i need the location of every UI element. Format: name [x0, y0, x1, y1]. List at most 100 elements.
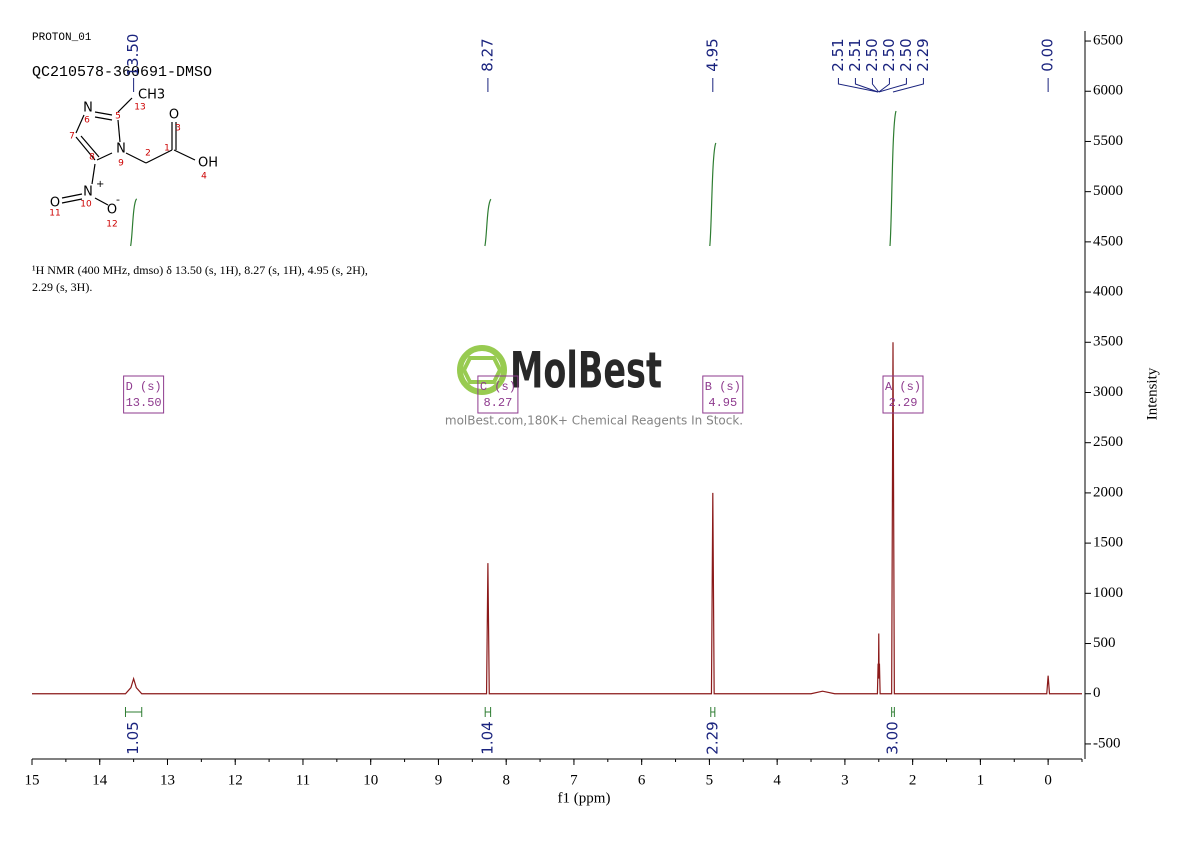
atom-number: 13: [134, 103, 145, 113]
y-tick-label: 4000: [1093, 284, 1123, 300]
atom-number: 11: [49, 209, 60, 219]
peak-label: 2.29: [914, 38, 932, 71]
atom-number: 12: [106, 220, 117, 230]
multiplet-name: A (s): [885, 380, 921, 394]
multiplet-shift: 4.95: [708, 396, 737, 410]
atom-number: 1: [164, 144, 170, 154]
multiplet-box: [702, 375, 744, 414]
atom-number: 3: [175, 124, 181, 134]
multiplet-name: D (s): [126, 380, 162, 394]
x-tick-label: 10: [363, 772, 378, 788]
atom-number: 2: [145, 149, 151, 159]
watermark-brand: MolBest: [510, 342, 662, 400]
x-tick-label: 8: [502, 772, 510, 788]
y-tick-label: 3000: [1093, 384, 1123, 400]
y-tick-label: 3500: [1093, 334, 1123, 350]
charge: +: [96, 179, 104, 190]
x-tick-label: 12: [228, 772, 243, 788]
x-tick-label: 6: [638, 772, 646, 788]
molecule: [61, 97, 196, 206]
multiplet-name: B (s): [705, 380, 741, 394]
peak-connector: [892, 78, 924, 93]
x-tick-label: 7: [570, 772, 578, 788]
integral-bracket: [484, 707, 492, 717]
integral-bracket: [124, 707, 143, 717]
multiplet-box: [477, 375, 519, 414]
integral-curve: [484, 198, 492, 247]
peak-label: 2.50: [897, 38, 915, 71]
multiplet-box: [882, 375, 924, 414]
charge: -: [116, 193, 120, 206]
atom: N: [116, 142, 126, 157]
integral-curve: [709, 142, 717, 247]
multiplet-shift: 8.27: [483, 396, 512, 410]
sample-name: QC210578-360691-DMSO: [32, 64, 212, 81]
integral-label: 1.05: [124, 721, 142, 754]
y-tick-label: 0: [1093, 685, 1101, 701]
atom: O: [169, 108, 179, 123]
integral-label: 2.29: [703, 721, 721, 754]
peak-connector: [878, 78, 907, 93]
y-tick-label: 500: [1093, 635, 1116, 651]
integral-curve: [130, 198, 138, 247]
y-tick-label: -500: [1093, 735, 1121, 751]
peak-connector: [878, 78, 890, 93]
atom: CH3: [138, 88, 165, 103]
y-tick-label: 1000: [1093, 585, 1123, 601]
atom: OH: [198, 156, 218, 171]
peak-connector: [871, 78, 880, 93]
x-tick-label: 9: [435, 772, 443, 788]
x-tick-label: 0: [1044, 772, 1052, 788]
atom-number: 6: [84, 116, 90, 126]
header-title: PROTON_01: [32, 32, 92, 44]
peak-label: 2.51: [829, 38, 847, 71]
peak-label: 2.50: [880, 38, 898, 71]
y-tick-label: 4500: [1093, 233, 1123, 249]
peak-connector: [854, 78, 879, 93]
y-tick-label: 5000: [1093, 183, 1123, 199]
y-tick-label: 6500: [1093, 32, 1123, 48]
multiplet-box: [123, 375, 165, 414]
atom-number: 4: [201, 172, 207, 182]
description: ¹H NMR (400 MHz, dmso) δ 13.50 (s, 1H), …: [32, 263, 368, 277]
integral-bracket: [891, 707, 895, 717]
atom-number: 10: [80, 200, 92, 210]
integral-curve: [889, 110, 897, 247]
x-tick-label: 2: [909, 772, 917, 788]
x-tick-label: 4: [773, 772, 781, 788]
x-tick-label: 13: [160, 772, 175, 788]
y-tick-label: 1500: [1093, 535, 1123, 551]
description: 2.29 (s, 3H).: [32, 280, 92, 294]
y-tick-label: 6000: [1093, 83, 1123, 99]
y-tick-label: 2500: [1093, 434, 1123, 450]
peak-label: 4.95: [703, 38, 721, 71]
x-tick-label: 5: [706, 772, 714, 788]
peak-label: 0.00: [1039, 38, 1057, 71]
x-tick-label: 14: [92, 772, 108, 788]
atom: N: [83, 101, 93, 116]
atom: O: [50, 196, 60, 211]
integral-label: 1.04: [478, 721, 496, 754]
x-tick-label: 15: [25, 772, 40, 788]
atom: N: [83, 185, 93, 200]
atom-number: 9: [118, 159, 124, 169]
x-axis-label: f1 (ppm): [558, 790, 611, 806]
peak-label: 2.50: [863, 38, 881, 71]
watermark: MolBest molBest.com,180K+ Chemical Reage…: [445, 342, 743, 428]
x-tick-label: 1: [977, 772, 985, 788]
y-tick-label: 5500: [1093, 133, 1123, 149]
peak-label: 13.50: [124, 34, 142, 77]
atom-number: 7: [69, 132, 75, 142]
y-tick-label: 2000: [1093, 484, 1123, 500]
watermark-tagline: molBest.com,180K+ Chemical Reagents In S…: [445, 414, 743, 428]
peak-connector: [837, 78, 879, 93]
multiplet-name: C (s): [480, 380, 516, 394]
spectrum-line: [32, 342, 1082, 695]
peak-label: 8.27: [478, 38, 496, 71]
atom: O: [107, 203, 117, 218]
x-tick-label: 11: [296, 772, 310, 788]
molecule-labels: N 5 6 CH3 13 7 8 N 9 2 1 O 3 OH 4 N + 10…: [49, 88, 218, 230]
multiplet-shift: 2.29: [889, 396, 918, 410]
atom-number: 5: [115, 112, 121, 122]
